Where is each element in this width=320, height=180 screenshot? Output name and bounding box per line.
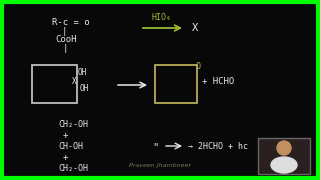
Text: ": ": [152, 142, 158, 152]
Text: CH₂-OH: CH₂-OH: [58, 120, 88, 129]
Text: O: O: [196, 62, 201, 71]
Text: |: |: [62, 27, 68, 36]
Text: CH-OH: CH-OH: [58, 142, 83, 151]
Text: HIO₄: HIO₄: [152, 13, 172, 22]
Circle shape: [277, 141, 291, 155]
Text: +: +: [63, 131, 68, 140]
Bar: [32, 65, 77, 103]
Bar: [155, 65, 197, 103]
Text: Praveen Jhambneer: Praveen Jhambneer: [129, 163, 191, 168]
Text: + HCHO: + HCHO: [202, 78, 234, 87]
Bar: [258, 138, 310, 174]
Text: X: X: [72, 77, 76, 86]
Text: CH₂-OH: CH₂-OH: [58, 164, 88, 173]
Text: R-c = o: R-c = o: [52, 18, 90, 27]
Text: OH: OH: [78, 68, 87, 77]
Ellipse shape: [271, 157, 297, 173]
Text: CooH: CooH: [55, 35, 76, 44]
Text: +: +: [63, 153, 68, 162]
Text: |: |: [63, 44, 68, 53]
Text: OH: OH: [80, 84, 89, 93]
Text: X: X: [192, 23, 198, 33]
Text: → 2HCHO + hc: → 2HCHO + hc: [188, 142, 248, 151]
